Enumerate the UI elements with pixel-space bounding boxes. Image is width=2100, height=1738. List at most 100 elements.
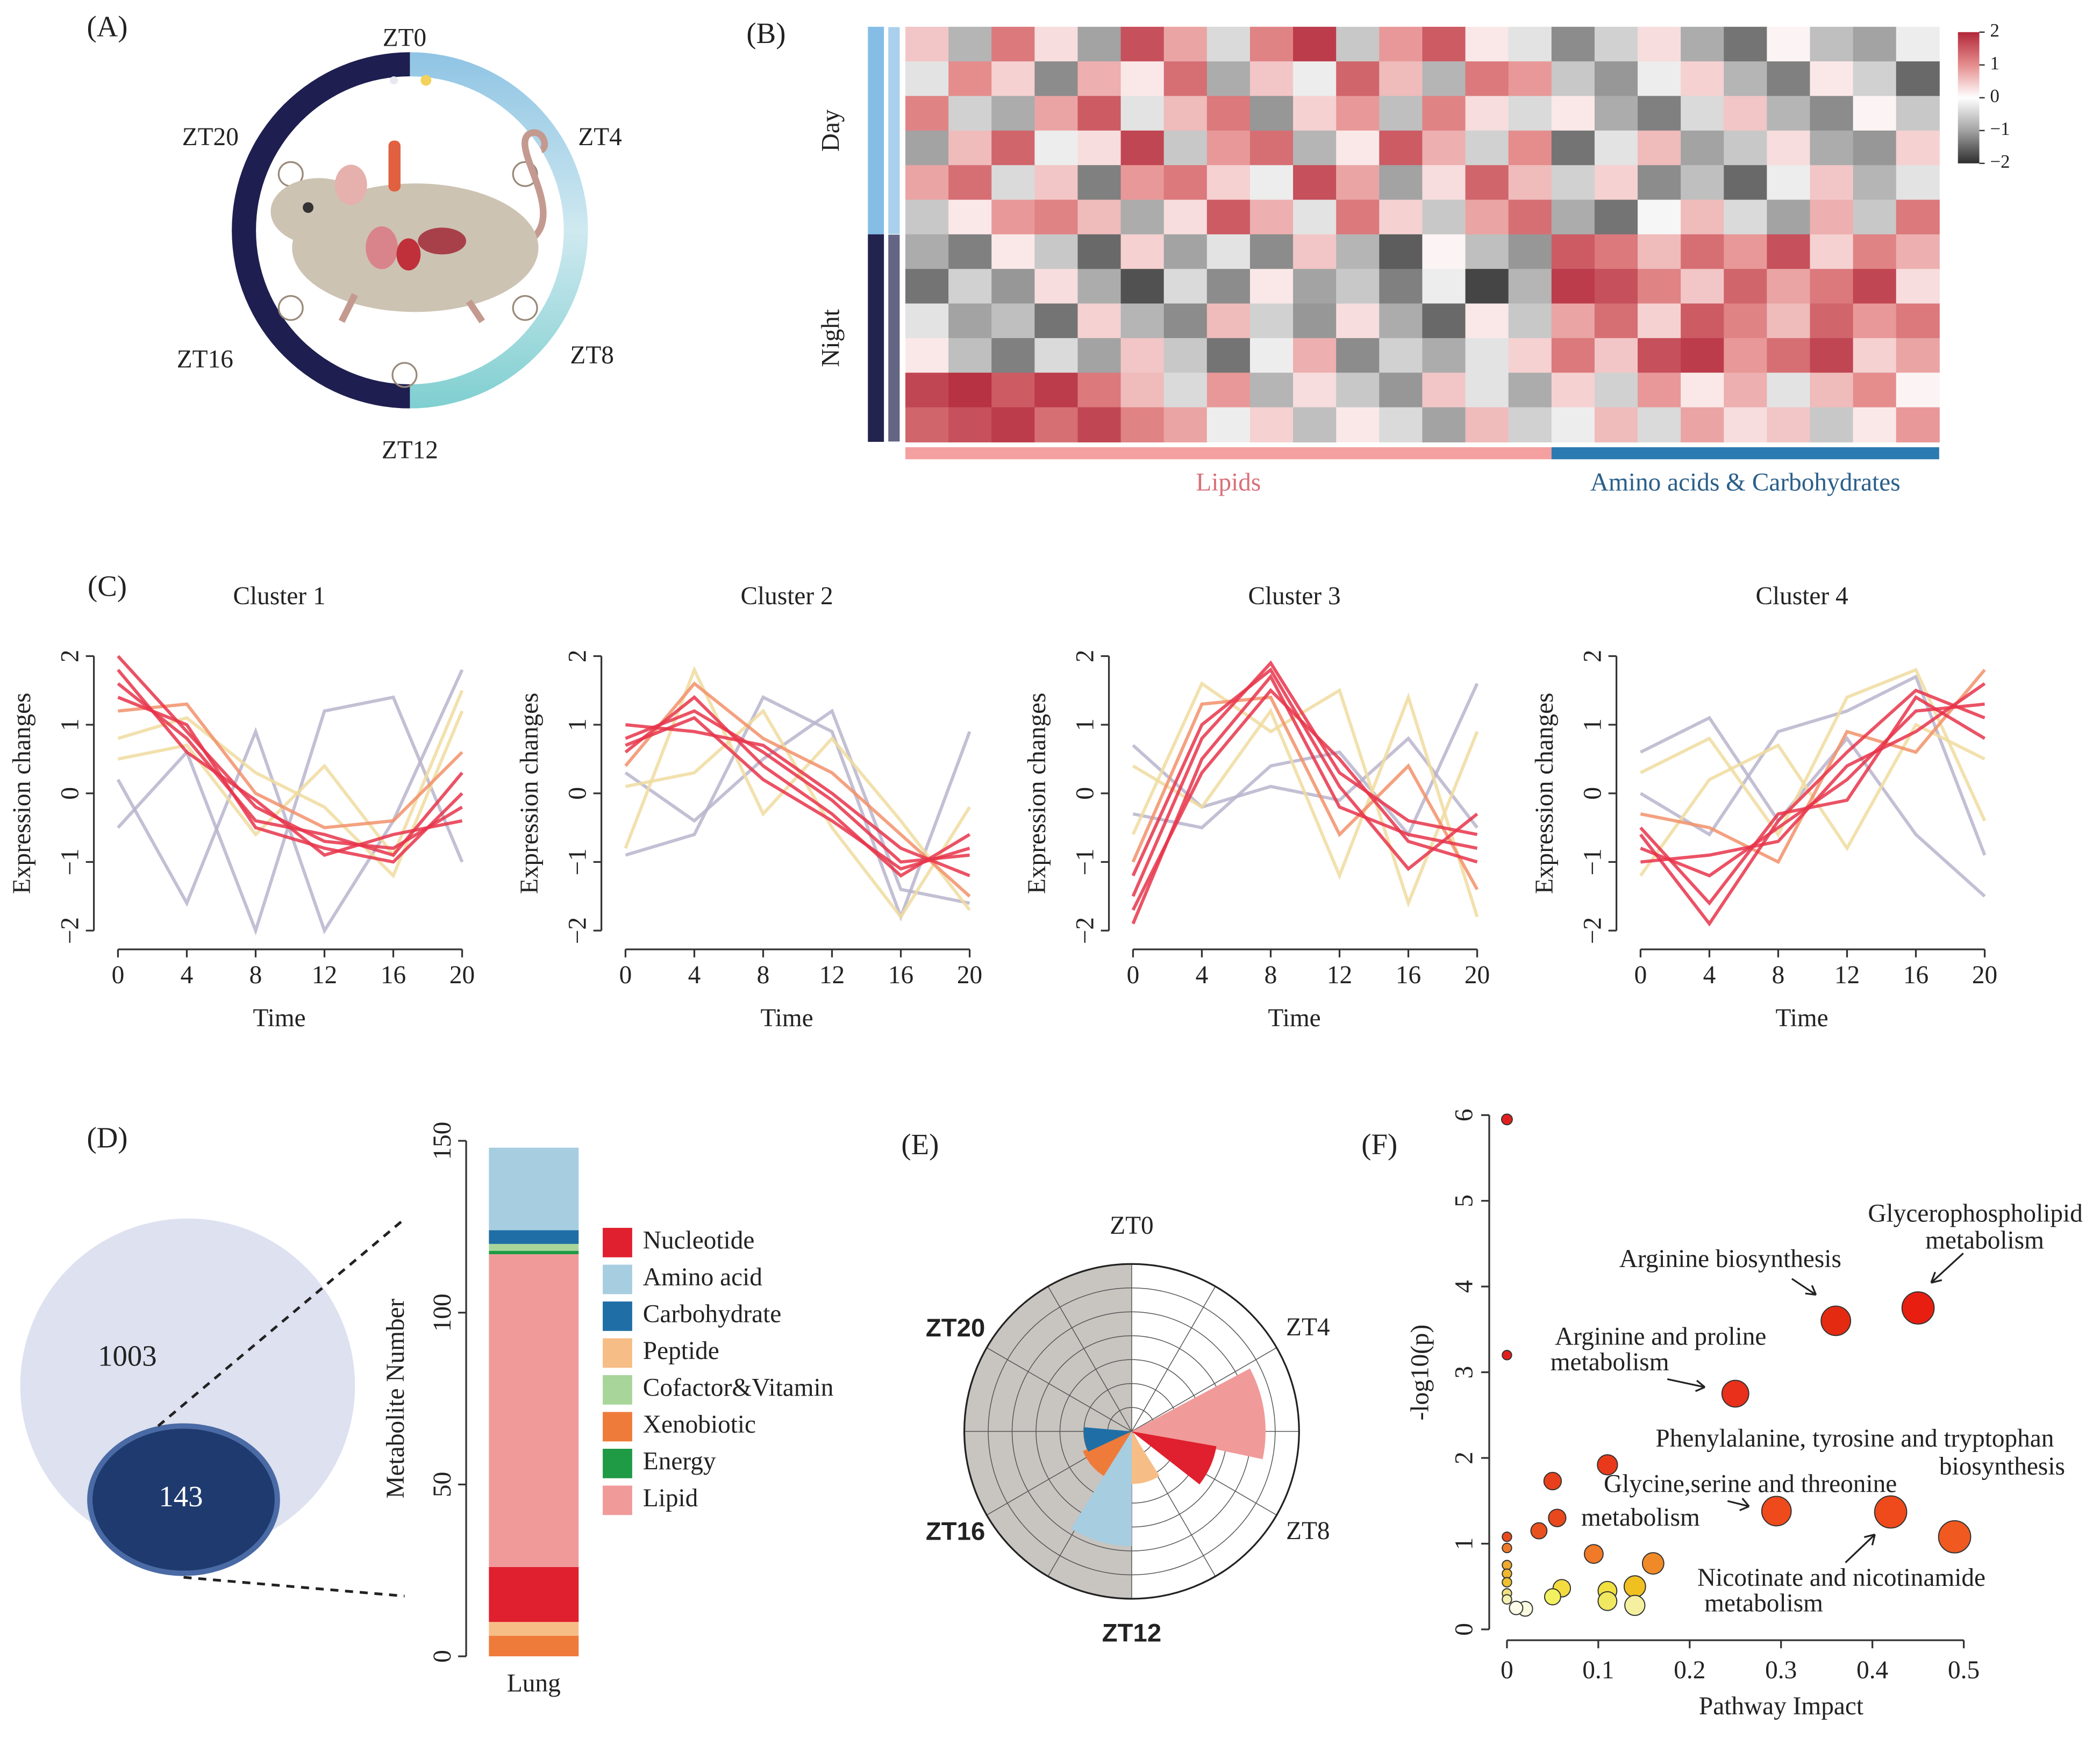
heatmap-cell xyxy=(1120,407,1165,442)
x-tick-label: 4 xyxy=(181,961,194,989)
heatmap-cell xyxy=(1293,165,1337,201)
heatmap-cell xyxy=(1551,338,1595,374)
sun xyxy=(420,75,432,86)
series-line xyxy=(1639,695,1986,906)
venn: 1003 143 xyxy=(20,1218,405,1598)
heatmap-cell xyxy=(1336,303,1380,339)
bar-segment xyxy=(489,1147,579,1231)
bubble xyxy=(1502,1542,1512,1554)
heatmap-cell xyxy=(1249,407,1294,442)
heatmap-cell xyxy=(1810,61,1854,97)
zt-label: ZT8 xyxy=(570,341,613,369)
heatmap-cell xyxy=(1077,130,1122,166)
heatmap-cell xyxy=(1681,303,1725,339)
panel-label: (F) xyxy=(1361,1128,1397,1161)
theta-label: ZT0 xyxy=(1110,1212,1153,1240)
heatmap-cell xyxy=(948,61,992,97)
series-line xyxy=(117,696,463,864)
heatmap-cell xyxy=(1163,26,1208,62)
heatmap-cell xyxy=(1163,234,1208,270)
heatmap-cell xyxy=(1120,130,1165,166)
legend-swatch xyxy=(603,1301,632,1331)
polar-spoke xyxy=(986,1347,1132,1432)
heatmap-cell xyxy=(1163,407,1208,442)
zt-label: ZT12 xyxy=(382,437,438,464)
heatmap-cell xyxy=(1206,26,1251,62)
heatmap-cell xyxy=(1810,269,1854,304)
series-line xyxy=(1639,688,1985,927)
heatmap-cell xyxy=(1465,407,1509,442)
heatmap-cell xyxy=(1163,165,1208,201)
heatmap-cell xyxy=(1810,199,1854,235)
heatmap-cell xyxy=(1465,130,1509,166)
night-arc xyxy=(232,52,410,409)
heatmap-cell xyxy=(1077,269,1122,304)
heatmap-cell xyxy=(1638,373,1682,408)
row-group-label: Night xyxy=(817,309,845,367)
heatmap-cell xyxy=(1249,234,1294,270)
x-tick-label: 0.3 xyxy=(1765,1656,1797,1684)
heatmap-cell xyxy=(1206,338,1251,374)
colorbar-tick-label: −2 xyxy=(1990,151,2010,172)
heatmap-cell xyxy=(1810,338,1854,374)
heart xyxy=(396,238,421,271)
heatmap-cell xyxy=(1810,303,1854,339)
col-group-bar xyxy=(905,447,1552,460)
annotation: metabolism xyxy=(1925,1226,2044,1254)
colorbar-tick-label: 0 xyxy=(1990,85,1999,106)
x-tick-label: 20 xyxy=(1465,961,1490,989)
heatmap-cell xyxy=(1249,96,1294,131)
polar-spoke xyxy=(1131,1347,1277,1432)
heatmap-cell xyxy=(1638,407,1682,442)
heatmap-cell xyxy=(1465,165,1509,201)
heatmap-cell xyxy=(1077,96,1122,131)
heatmap-cell xyxy=(1034,338,1078,374)
heatmap-cell xyxy=(1853,96,1897,131)
series-line xyxy=(624,695,971,878)
x-axis-label: Pathway Impact xyxy=(1699,1692,1863,1720)
x-tick-label: 0 xyxy=(619,961,632,989)
heatmap-cell xyxy=(1508,338,1552,374)
heatmap-cell xyxy=(948,303,992,339)
heatmap-cell xyxy=(1120,269,1165,304)
heatmap-cell xyxy=(1293,199,1337,235)
heatmap-cell xyxy=(1724,199,1768,235)
y-axis-label: Metabolite Number xyxy=(382,1298,410,1498)
heatmap-cell xyxy=(1465,269,1509,304)
polar-sector xyxy=(1083,1427,1132,1452)
y-tick-label: 0 xyxy=(1072,787,1099,800)
heatmap-cell xyxy=(1465,96,1509,131)
y-axis-label: Expression changes xyxy=(1023,693,1051,894)
x-tick-label: 12 xyxy=(819,961,845,989)
y-tick-label: 2 xyxy=(1579,650,1607,663)
heatmap-cell xyxy=(1767,61,1811,97)
polar-sector xyxy=(1130,1431,1160,1484)
heatmap-cell xyxy=(1034,130,1078,166)
theta-label: ZT16 xyxy=(926,1517,985,1546)
heatmap-cell xyxy=(1853,234,1897,270)
x-tick-label: 16 xyxy=(1396,961,1421,989)
heatmap-cell xyxy=(1206,269,1251,304)
heatmap-cell xyxy=(1206,234,1251,270)
x-tick-label: 12 xyxy=(1834,961,1860,989)
heatmap-cell xyxy=(1594,234,1639,270)
series-line xyxy=(625,723,970,877)
heatmap-cell xyxy=(1594,303,1639,339)
heatmap-cell xyxy=(905,338,949,374)
y-tick-label: 3 xyxy=(1450,1366,1478,1379)
heatmap-cell xyxy=(1853,407,1897,442)
heatmap-cell xyxy=(1249,61,1294,97)
heatmap-cell xyxy=(1767,96,1811,131)
heatmap-cell xyxy=(1896,407,1940,442)
heatmap-cell xyxy=(1336,407,1380,442)
heatmap-cell xyxy=(1767,338,1811,374)
heatmap-cell xyxy=(1853,130,1897,166)
x-tick-label: 0 xyxy=(1127,961,1140,989)
row-group-bar-inner xyxy=(887,26,901,235)
x-tick-label: 0 xyxy=(1634,961,1647,989)
heatmap-cell xyxy=(905,130,949,166)
heatmap-cell xyxy=(948,26,992,62)
bubble xyxy=(1548,1508,1567,1527)
legend-swatch xyxy=(603,1375,632,1405)
heatmap-cell xyxy=(1379,373,1423,408)
